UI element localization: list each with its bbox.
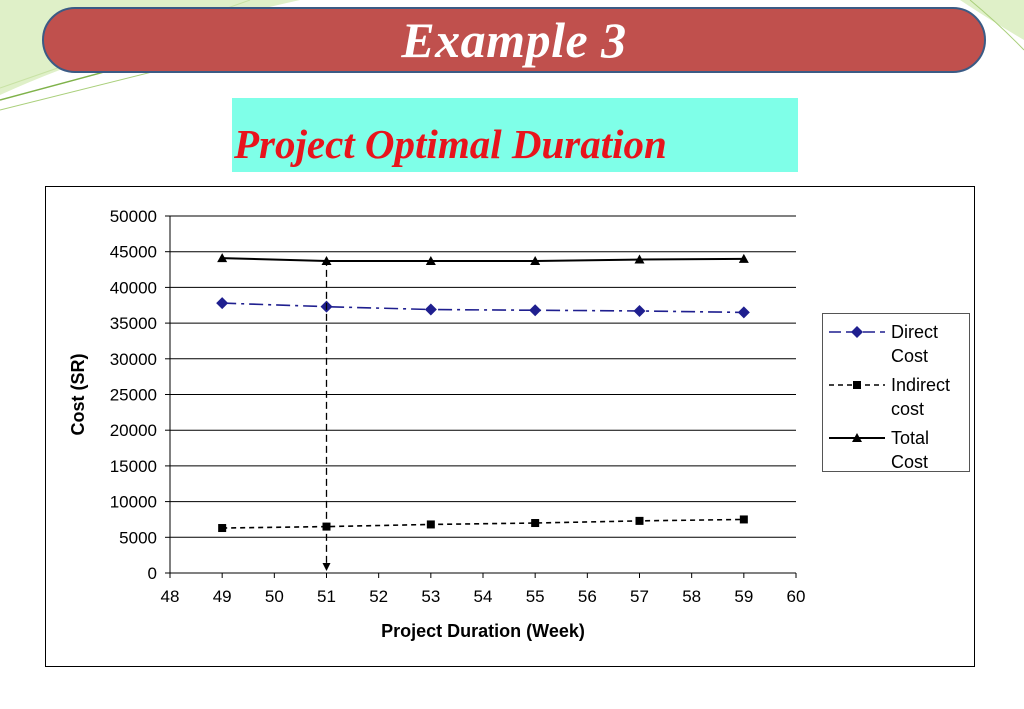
- x-tick-label: 60: [787, 587, 806, 606]
- subtitle-box: Project Optimal Duration: [232, 98, 798, 172]
- data-point: [217, 253, 228, 263]
- data-point: [531, 519, 540, 528]
- data-point: [426, 520, 435, 529]
- y-axis-label: Cost (SR): [68, 354, 88, 436]
- x-tick-label: 52: [369, 587, 388, 606]
- x-tick-label: 50: [265, 587, 284, 606]
- series-line-1: [222, 518, 744, 529]
- legend-label: Total: [891, 428, 929, 448]
- x-tick-label: 58: [682, 587, 701, 606]
- y-tick-label: 0: [148, 564, 157, 583]
- x-axis-label: Project Duration (Week): [381, 621, 585, 641]
- legend-marker: [852, 433, 862, 442]
- x-tick-label: 49: [213, 587, 232, 606]
- data-point: [633, 304, 646, 317]
- legend-marker: [853, 381, 861, 389]
- x-tick-label: 56: [578, 587, 597, 606]
- data-point: [738, 253, 749, 263]
- x-tick-label: 48: [161, 587, 180, 606]
- title-banner: Example 3: [42, 7, 986, 73]
- x-tick-label: 55: [526, 587, 545, 606]
- optimal-duration-arrowhead: [322, 563, 331, 571]
- data-point: [424, 303, 437, 316]
- x-tick-label: 51: [317, 587, 336, 606]
- x-tick-label: 57: [630, 587, 649, 606]
- data-point: [218, 524, 227, 533]
- slide-title: Example 3: [401, 12, 627, 68]
- series-line-0: [222, 302, 744, 314]
- data-point: [737, 306, 750, 319]
- data-point: [739, 515, 748, 524]
- legend-label: Indirect: [891, 375, 950, 395]
- data-point: [216, 297, 229, 310]
- data-point: [635, 516, 644, 525]
- y-tick-label: 35000: [110, 314, 157, 333]
- legend-graphic: Direct Cost Indirect cost Total Cost: [829, 322, 950, 472]
- chart-legend: Direct Cost Indirect cost Total Cost: [822, 313, 970, 472]
- y-tick-label: 10000: [110, 493, 157, 512]
- series-line-2: [222, 257, 744, 262]
- legend-label: Cost: [891, 452, 928, 471]
- x-tick-label: 59: [734, 587, 753, 606]
- data-point: [425, 255, 436, 265]
- legend-label: Cost: [891, 346, 928, 366]
- x-tick-label: 53: [421, 587, 440, 606]
- y-tick-label: 15000: [110, 457, 157, 476]
- y-tick-label: 20000: [110, 421, 157, 440]
- y-tick-label: 30000: [110, 350, 157, 369]
- legend-marker: [851, 326, 863, 338]
- legend-label: cost: [891, 399, 924, 419]
- line-chart: 0 5000 10000 15000 20000 25000 30000 35000 40000…: [68, 207, 806, 641]
- y-tick-label: 40000: [110, 278, 157, 297]
- slide-subtitle: Project Optimal Duration: [234, 121, 667, 167]
- data-point: [634, 254, 645, 264]
- legend-label: Direct: [891, 322, 938, 342]
- data-point: [529, 304, 542, 317]
- y-tick-label: 5000: [119, 528, 157, 547]
- chart-frame: 0 5000 10000 15000 20000 25000 30000 35000 40000…: [45, 186, 975, 667]
- y-tick-label: 45000: [110, 243, 157, 262]
- data-point: [530, 255, 541, 265]
- x-tick-label: 54: [474, 587, 493, 606]
- y-tick-label: 50000: [110, 207, 157, 226]
- y-tick-label: 25000: [110, 386, 157, 405]
